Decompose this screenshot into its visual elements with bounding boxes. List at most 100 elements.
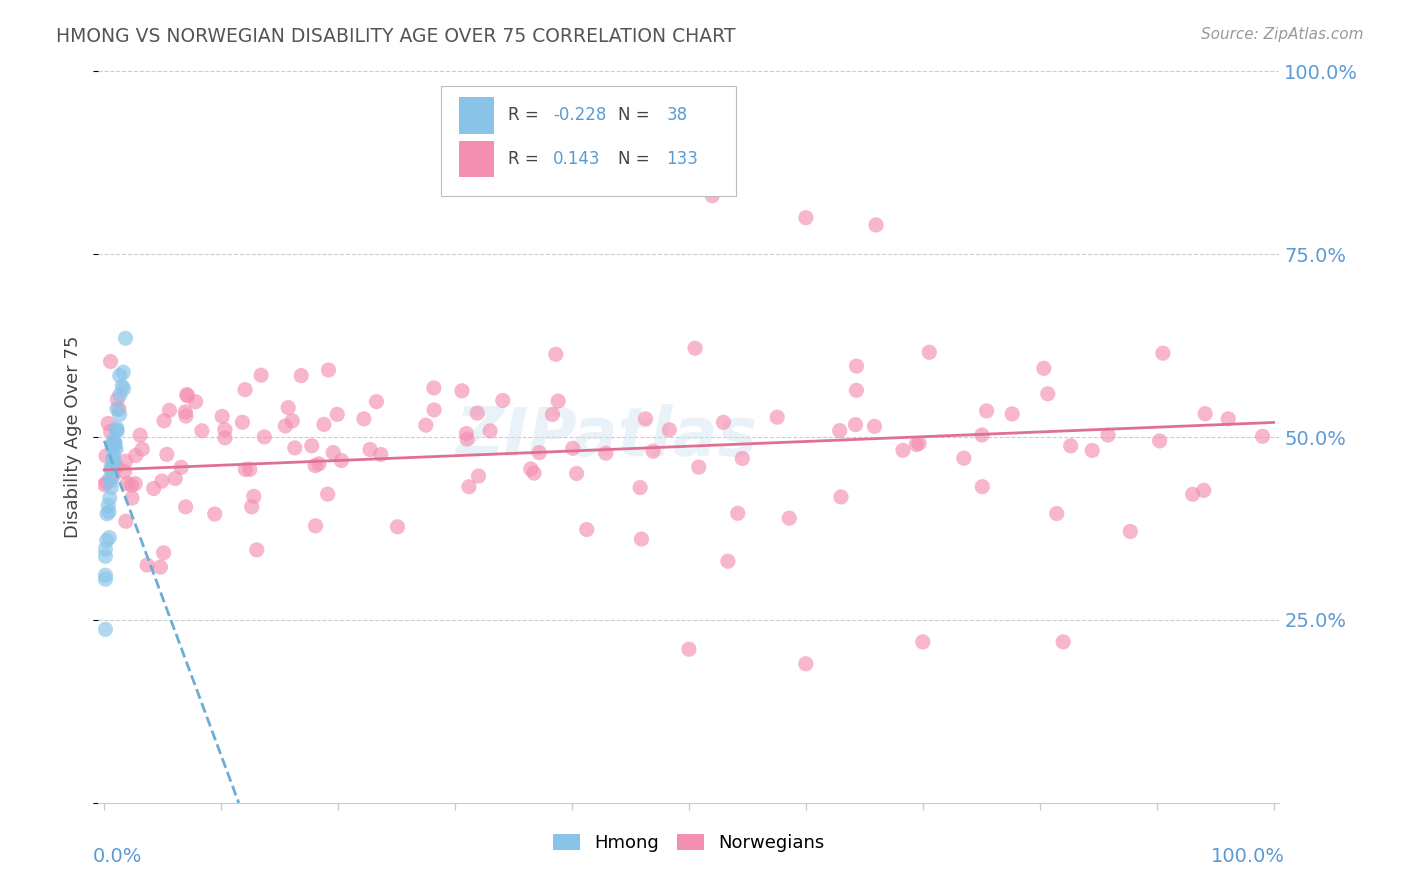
Point <box>94 568 117 582</box>
Point <box>152 546 174 560</box>
Point <box>1194 407 1216 421</box>
Point <box>678 642 700 657</box>
Legend: Hmong, Norwegians: Hmong, Norwegians <box>546 827 832 860</box>
Point <box>304 518 326 533</box>
Point <box>316 487 339 501</box>
Point <box>150 474 173 488</box>
Point <box>905 437 928 451</box>
Point <box>114 465 136 479</box>
Point <box>456 426 478 441</box>
Point <box>105 442 128 456</box>
Point <box>308 457 330 471</box>
Point <box>174 409 197 423</box>
FancyBboxPatch shape <box>458 97 494 134</box>
Point <box>844 417 866 432</box>
Point <box>456 432 478 446</box>
Point <box>565 467 588 481</box>
Point <box>1251 429 1274 443</box>
Point <box>630 532 652 546</box>
Point <box>174 500 197 514</box>
Point <box>713 415 735 429</box>
Point <box>94 549 117 564</box>
Point <box>891 443 914 458</box>
Point <box>98 491 121 505</box>
Text: 0.0%: 0.0% <box>93 847 142 866</box>
Point <box>794 657 817 671</box>
Point <box>98 471 121 485</box>
Point <box>136 558 159 573</box>
Point <box>451 384 474 398</box>
Point <box>290 368 312 383</box>
Point <box>312 417 335 432</box>
Point <box>387 520 409 534</box>
Point <box>1001 407 1024 421</box>
Point <box>547 394 569 409</box>
Point <box>100 480 122 494</box>
Point <box>1119 524 1142 539</box>
Text: HMONG VS NORWEGIAN DISABILITY AGE OVER 75 CORRELATION CHART: HMONG VS NORWEGIAN DISABILITY AGE OVER 7… <box>56 27 735 45</box>
Text: N =: N = <box>619 150 655 168</box>
Point <box>100 460 122 475</box>
Point <box>304 458 326 473</box>
Point <box>142 482 165 496</box>
Point <box>353 412 375 426</box>
Point <box>94 623 117 637</box>
Text: 100.0%: 100.0% <box>1212 847 1285 866</box>
Point <box>1060 439 1083 453</box>
Point <box>683 341 706 355</box>
Point <box>1152 346 1174 360</box>
Point <box>121 491 143 505</box>
Point <box>94 542 117 557</box>
Point <box>1052 635 1074 649</box>
Point <box>97 499 120 513</box>
Text: -0.228: -0.228 <box>553 106 606 124</box>
Point <box>124 476 146 491</box>
Point <box>253 430 276 444</box>
Point <box>863 419 886 434</box>
Point <box>103 455 125 469</box>
Point <box>731 451 754 466</box>
Point <box>98 505 121 519</box>
Point <box>702 188 724 202</box>
Point <box>541 408 564 422</box>
Point <box>595 446 617 460</box>
Point <box>1046 507 1069 521</box>
Point <box>1218 412 1240 426</box>
Point <box>156 447 179 461</box>
Point <box>174 405 197 419</box>
Point <box>458 480 481 494</box>
Point <box>250 368 273 383</box>
Point <box>828 424 851 438</box>
Point <box>911 635 934 649</box>
Point <box>191 424 214 438</box>
Point <box>115 514 138 528</box>
Point <box>1081 443 1104 458</box>
Point <box>165 471 187 485</box>
Point <box>98 531 121 545</box>
Point <box>100 354 122 368</box>
Point <box>246 542 269 557</box>
Point <box>100 474 122 488</box>
Point <box>1036 386 1059 401</box>
Point <box>953 451 976 466</box>
Point <box>101 460 124 475</box>
Point <box>101 469 124 483</box>
Point <box>100 425 122 439</box>
FancyBboxPatch shape <box>441 86 737 195</box>
Point <box>479 424 502 438</box>
Point <box>830 490 852 504</box>
Point <box>1149 434 1171 448</box>
Point <box>239 462 262 476</box>
Point <box>131 442 153 457</box>
Point <box>688 460 710 475</box>
Point <box>112 382 135 396</box>
Point <box>108 388 131 402</box>
Point <box>561 442 583 456</box>
Point <box>492 393 515 408</box>
Point <box>204 507 226 521</box>
Point <box>727 506 749 520</box>
Point <box>778 511 800 525</box>
Point <box>94 572 117 586</box>
Point <box>628 481 651 495</box>
Point <box>717 554 740 568</box>
